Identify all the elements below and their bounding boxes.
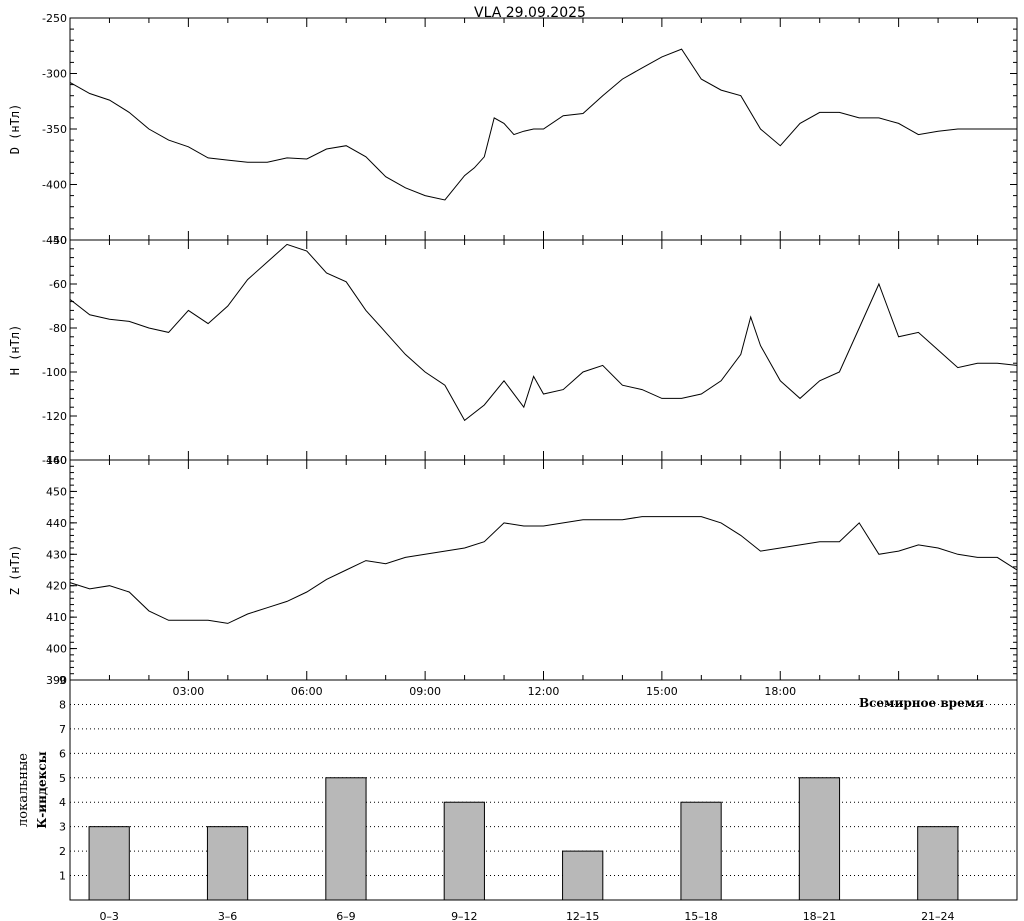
y-tick-label: -40 xyxy=(49,234,67,247)
series-line-z xyxy=(69,516,1018,624)
series-line-d xyxy=(69,48,1017,201)
category-label: 0–3 xyxy=(99,910,119,921)
y-tick-label: 400 xyxy=(46,643,67,656)
y-tick-label: 1 xyxy=(59,870,66,883)
y-tick-label: 8 xyxy=(59,698,66,711)
panel-z: 390 400 410 420 430 440 450 460 Z (нТл) 03:00 06:0… xyxy=(8,454,1018,698)
series-line-h xyxy=(69,243,1018,422)
y-axis-label: Z (нТл) xyxy=(8,545,22,596)
category-label: 9–12 xyxy=(451,910,478,921)
x-tick-label: 03:00 xyxy=(173,685,205,698)
y-tick-label: 410 xyxy=(46,611,67,624)
panel-frame xyxy=(69,459,1018,681)
k-axis-label-line2-group: К-индексы xyxy=(35,751,49,828)
y-tick-label: -400 xyxy=(42,179,67,192)
y-tick-label: -140 xyxy=(42,454,67,467)
y-tick-label: -100 xyxy=(42,366,67,379)
k-axis-label-group: локальные xyxy=(16,753,31,827)
y-tick-label: 7 xyxy=(59,723,66,736)
chart-title: VLA 29.09.2025 xyxy=(474,5,586,21)
panel-h: -140 -120 -100 -80 -60 -40 H (нТл) xyxy=(8,234,1018,467)
k-index-bar xyxy=(88,826,130,901)
category-label: 3–6 xyxy=(218,910,238,921)
category-label: 15–18 xyxy=(684,910,718,921)
k-axis-label-line2: К-индексы xyxy=(35,751,49,828)
x-tick-label: 18:00 xyxy=(764,685,796,698)
category-label: 21–24 xyxy=(921,910,955,921)
y-tick-label: -120 xyxy=(42,410,67,423)
x-tick-label: 06:00 xyxy=(291,685,323,698)
y-tick-label: 4 xyxy=(59,796,66,809)
y-tick-label: 440 xyxy=(46,517,67,530)
y-tick-label: 5 xyxy=(59,772,66,785)
k-index-bar xyxy=(680,801,722,901)
k-axis-label-line1: локальные xyxy=(16,753,31,827)
y-tick-label: -80 xyxy=(49,322,67,335)
y-tick-label: 6 xyxy=(59,747,66,760)
panel-k-index: 1 2 3 4 5 6 7 8 9 0–3 3–6 6–9 9–12 12–15 15–18 18–21 21–… xyxy=(59,674,1018,921)
y-tick-label: 390 xyxy=(46,674,67,687)
y-tick-label: -60 xyxy=(49,278,67,291)
x-tick-label: 12:00 xyxy=(528,685,560,698)
panel-d: -450 -400 -350 -300 -250 D (нТл) xyxy=(8,12,1018,247)
y-tick-label: 450 xyxy=(46,485,67,498)
y-tick-label: 460 xyxy=(46,454,67,467)
y-tick-label: -350 xyxy=(42,123,67,136)
y-tick-label: 2 xyxy=(59,845,66,858)
k-index-bar xyxy=(206,826,249,901)
k-index-bar xyxy=(325,777,367,901)
category-label: 12–15 xyxy=(566,910,600,921)
y-tick-label: 420 xyxy=(46,580,67,593)
y-axis-label: D (нТл) xyxy=(8,104,22,155)
x-tick-label: 15:00 xyxy=(646,685,678,698)
k-index-bar xyxy=(798,777,841,901)
y-tick-label: -250 xyxy=(42,12,67,25)
y-axis-label: H (нТл) xyxy=(8,325,22,376)
x-tick-label: 09:00 xyxy=(409,685,441,698)
k-index-bar xyxy=(562,850,604,901)
y-tick-label: 3 xyxy=(59,821,66,834)
panel-frame xyxy=(69,679,1018,901)
k-index-bar xyxy=(443,801,485,901)
panel-frame xyxy=(69,239,1018,461)
category-label: 18–21 xyxy=(803,910,837,921)
y-tick-label: 9 xyxy=(59,674,66,687)
y-tick-label: -300 xyxy=(42,68,67,81)
category-label: 6–9 xyxy=(336,910,356,921)
time-axis-label: Всемирное время xyxy=(859,696,984,710)
y-tick-label: 430 xyxy=(46,548,67,561)
y-tick-label: -450 xyxy=(42,234,67,247)
k-index-bar xyxy=(917,826,959,901)
